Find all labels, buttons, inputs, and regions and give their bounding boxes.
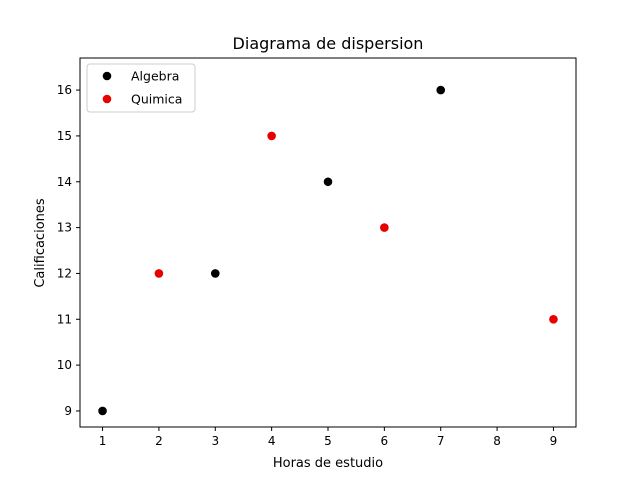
x-tick-label: 6 (381, 434, 389, 448)
legend: Algebra Quimica (86, 63, 196, 113)
legend-marker-quimica (102, 94, 112, 104)
plot-area (79, 57, 577, 428)
chart-title: Diagrama de dispersion (233, 34, 424, 53)
y-axis-label: Calificaciones (33, 198, 48, 288)
x-tick-label: 4 (268, 434, 276, 448)
y-tick-label: 16 (57, 83, 72, 97)
point-algebra (98, 406, 107, 416)
point-quimica (267, 131, 276, 141)
x-tick-label: 3 (211, 434, 219, 448)
x-tick-label: 1 (99, 434, 107, 448)
x-axis: 1 2 3 4 5 6 7 8 9 (99, 427, 558, 448)
y-tick-label: 10 (57, 358, 72, 372)
x-tick-label: 2 (155, 434, 163, 448)
point-algebra (210, 269, 220, 278)
y-tick-label: 11 (57, 312, 72, 326)
y-tick-label: 15 (57, 129, 72, 143)
y-tick-label: 13 (57, 221, 72, 235)
x-tick-label: 7 (437, 434, 445, 448)
y-axis: 9 10 11 12 13 14 15 16 (57, 83, 80, 418)
y-tick-label: 9 (64, 404, 72, 418)
y-tick-label: 12 (57, 266, 72, 280)
x-tick-label: 5 (324, 434, 332, 448)
point-quimica (380, 223, 389, 232)
data-points (98, 85, 558, 416)
legend-marker-algebra (102, 71, 112, 81)
point-quimica (154, 269, 164, 278)
point-algebra (436, 85, 446, 95)
point-algebra (323, 177, 333, 187)
legend-box (86, 63, 196, 113)
point-quimica (549, 314, 558, 324)
x-axis-label: Horas de estudio (273, 456, 383, 471)
legend-label: Quimica (131, 92, 182, 107)
y-tick-label: 14 (57, 175, 72, 189)
legend-label: Algebra (131, 69, 179, 84)
x-tick-label: 9 (550, 434, 558, 448)
x-tick-label: 8 (493, 434, 501, 448)
